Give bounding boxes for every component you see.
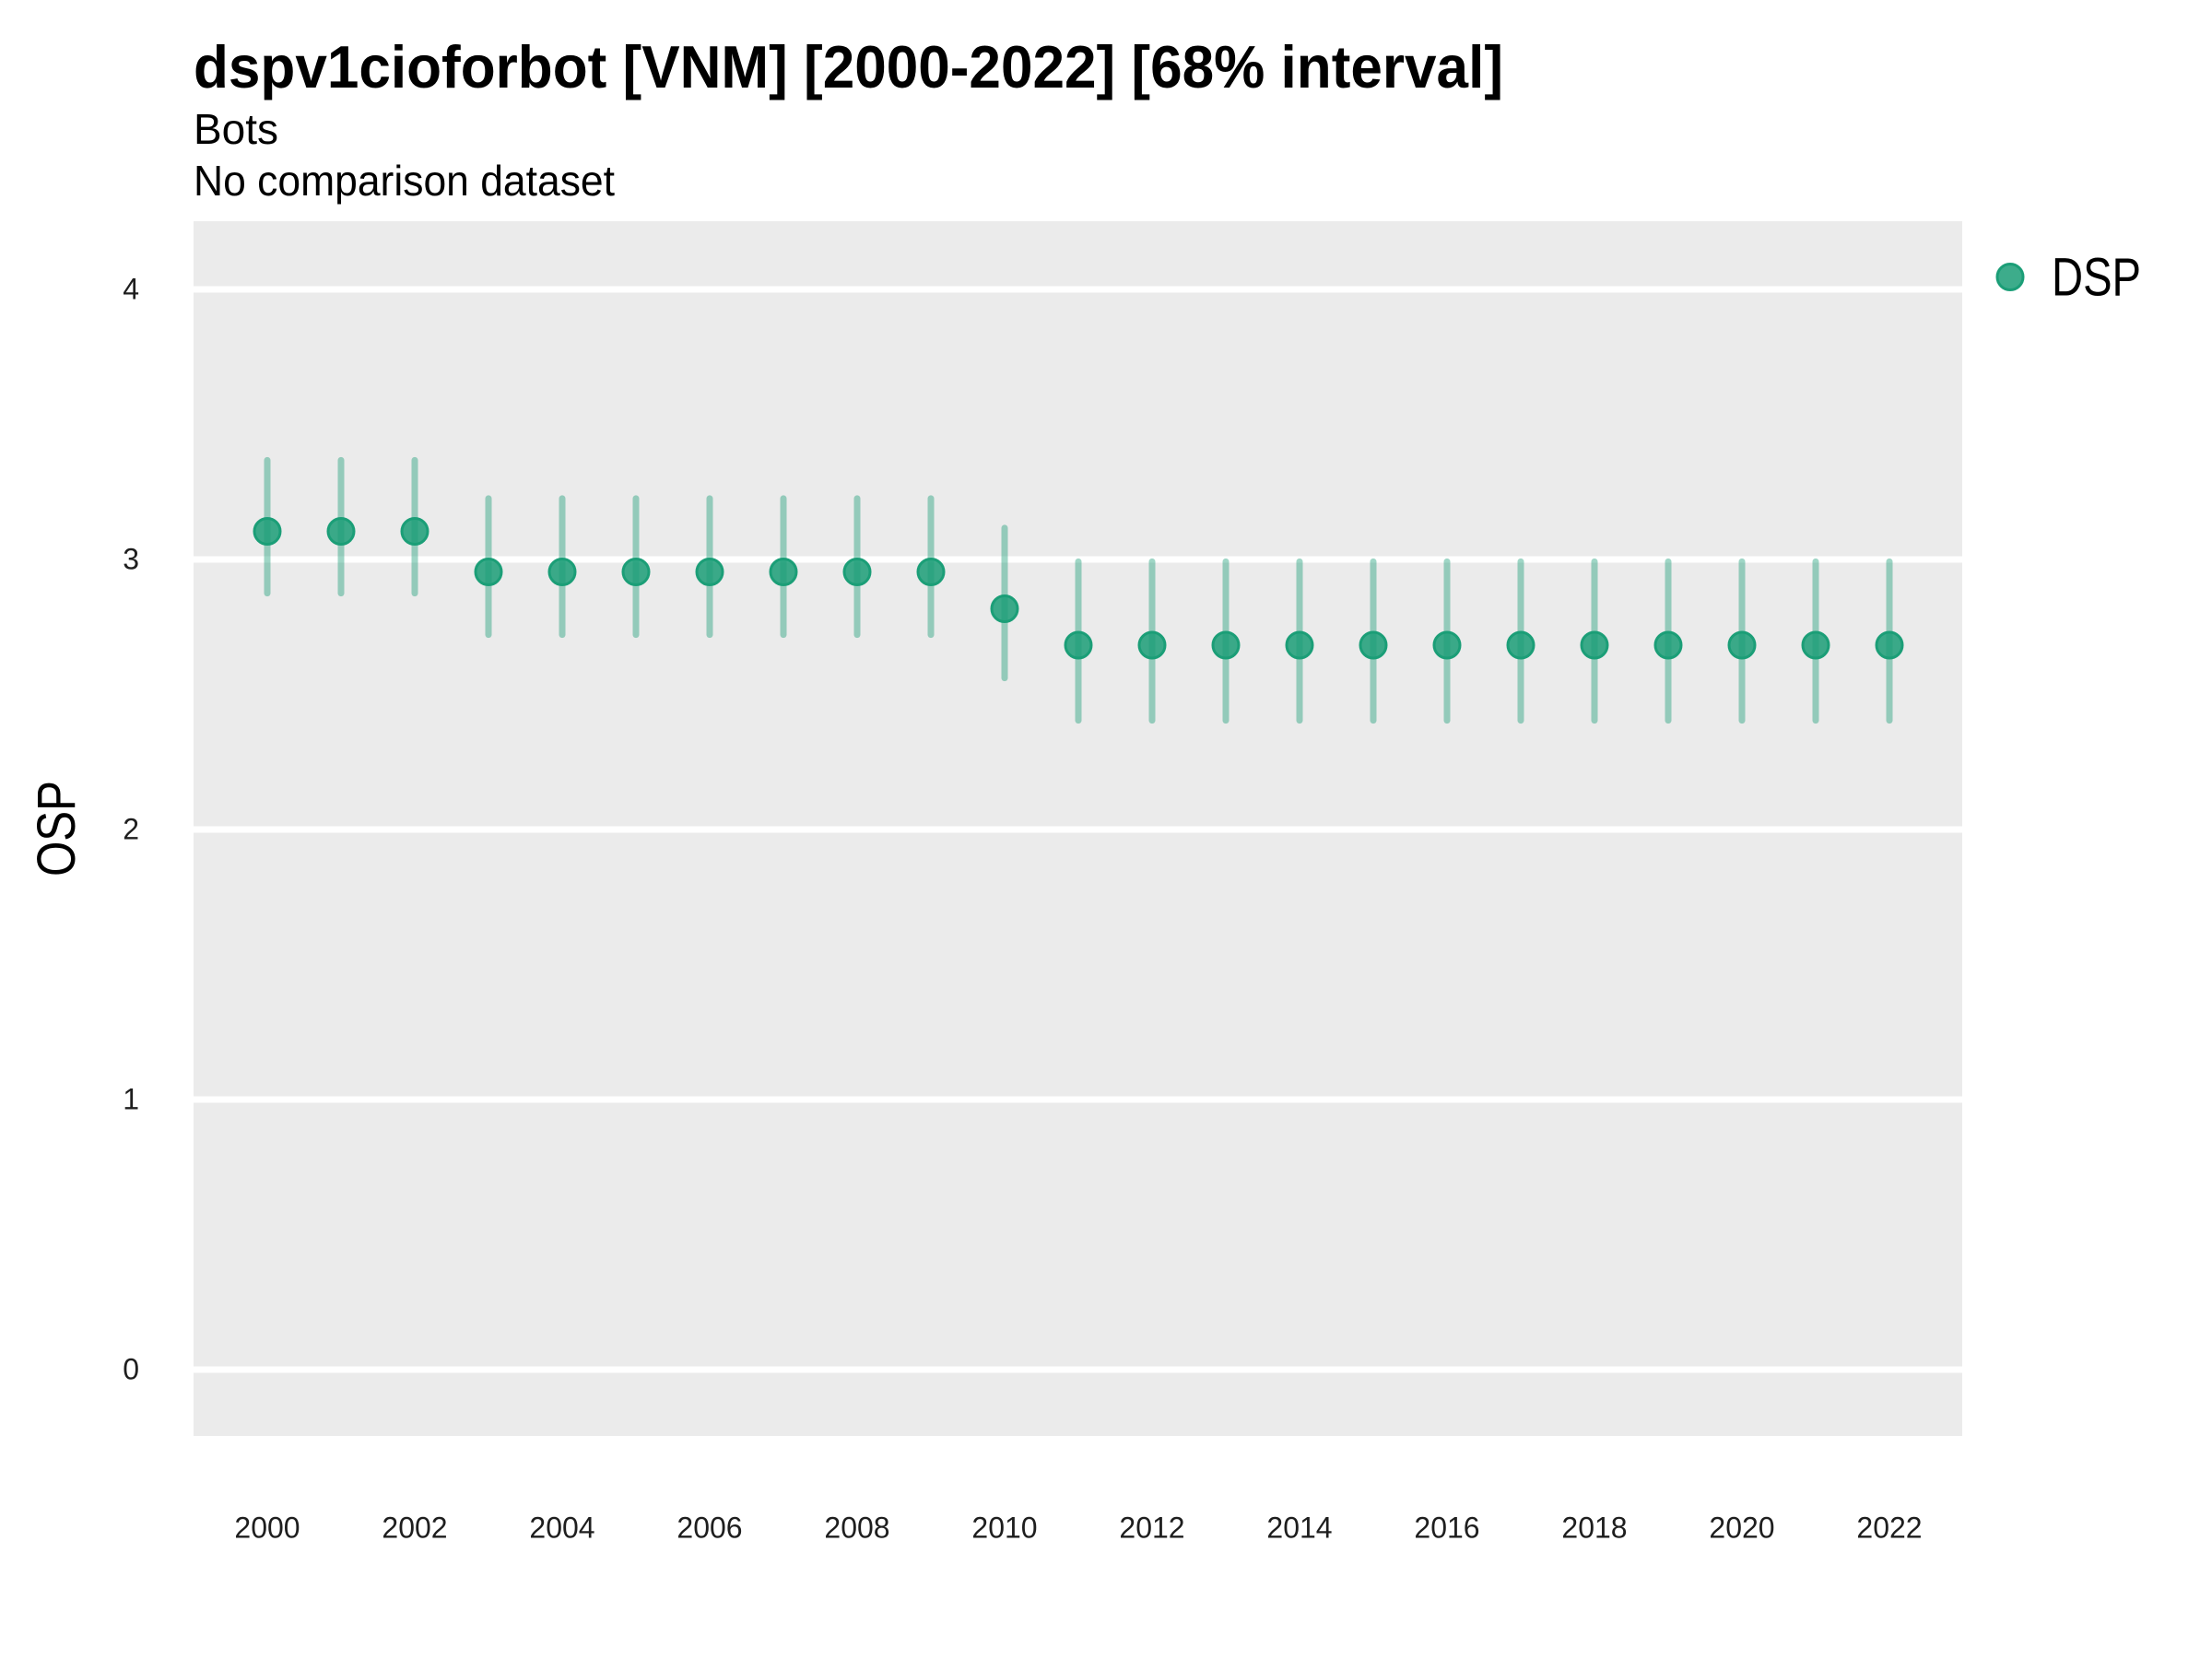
svg-text:2: 2 <box>123 813 139 846</box>
svg-text:1: 1 <box>123 1083 139 1116</box>
svg-text:2000: 2000 <box>234 1512 300 1545</box>
svg-text:2020: 2020 <box>1709 1512 1774 1545</box>
svg-text:3: 3 <box>123 543 139 576</box>
svg-text:0: 0 <box>123 1353 139 1386</box>
svg-text:2002: 2002 <box>382 1512 447 1545</box>
svg-text:2016: 2016 <box>1414 1512 1479 1545</box>
svg-text:OSP: OSP <box>27 781 87 877</box>
svg-text:2004: 2004 <box>529 1512 594 1545</box>
svg-text:2012: 2012 <box>1119 1512 1184 1545</box>
svg-text:dspv1cioforbot [VNM] [2000-202: dspv1cioforbot [VNM] [2000-2022] [68% in… <box>194 33 1503 100</box>
svg-text:2018: 2018 <box>1561 1512 1627 1545</box>
svg-text:Bots: Bots <box>194 105 278 153</box>
svg-text:2022: 2022 <box>1856 1512 1922 1545</box>
svg-text:2014: 2014 <box>1266 1512 1332 1545</box>
svg-text:2006: 2006 <box>677 1512 742 1545</box>
svg-text:DSP: DSP <box>2052 248 2141 308</box>
svg-text:4: 4 <box>123 273 139 306</box>
svg-text:2010: 2010 <box>971 1512 1037 1545</box>
svg-text:2008: 2008 <box>824 1512 889 1545</box>
svg-text:No comparison dataset: No comparison dataset <box>194 157 615 205</box>
